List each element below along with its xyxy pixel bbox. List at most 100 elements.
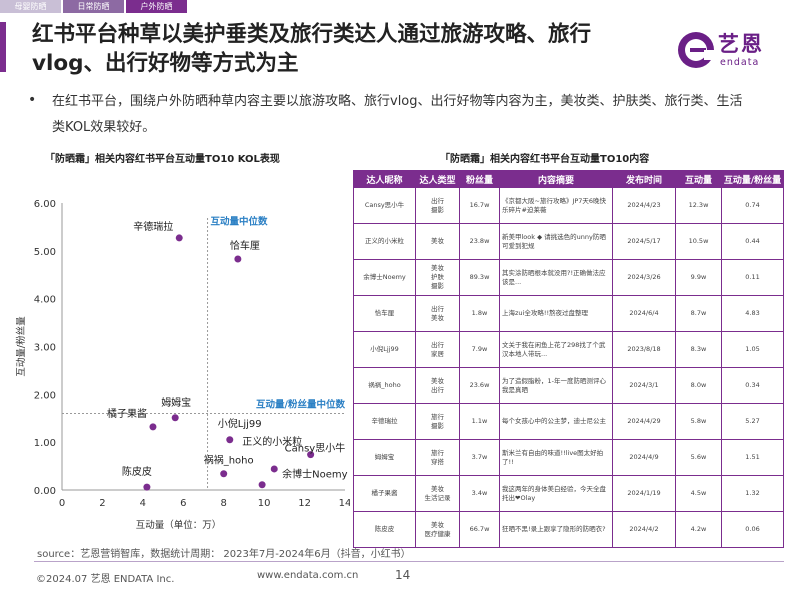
- y-tick-label: 3.00: [34, 343, 56, 354]
- table-cell: 辛德瑞拉: [353, 403, 416, 440]
- table-cell: 旅行 穿搭: [415, 439, 460, 476]
- point-label: 姆姆宝: [161, 396, 191, 409]
- table-cell: 2024/1/19: [612, 475, 676, 512]
- tab-daily-sunscreen[interactable]: 日常防晒: [63, 0, 124, 13]
- point-label: 恰车厘: [230, 239, 260, 252]
- x-axis-title: 互动量（单位：万）: [136, 519, 222, 531]
- tab-outdoor-sunscreen[interactable]: 户外防晒: [126, 0, 187, 13]
- table-cell: 其实涂防晒根本就没用?!正确做法应该是...: [499, 259, 613, 296]
- y-tick-label: 2.00: [34, 390, 56, 401]
- point-label: 橘子果酱: [107, 407, 147, 420]
- scatter-chart-title: 「防晒霜」相关内容红书平台互动量TO10 KOL表现: [45, 154, 280, 165]
- table-cell: 陈皮皮: [353, 511, 416, 548]
- page-number: 14: [395, 568, 411, 582]
- table-cell: 新美甲look ◆ 请挑选色的unny防晒可爱到犯规: [499, 223, 613, 260]
- x-tick-label: 8: [221, 498, 227, 509]
- x-tick-label: 0: [59, 498, 65, 509]
- y-tick-label: 6.00: [34, 199, 56, 210]
- logo-en-text: endata: [720, 57, 760, 68]
- table-cell: 美妆 出行: [415, 367, 460, 404]
- y-axis-title: 互动量/粉丝量: [15, 316, 27, 377]
- table-cell: 余博士Noemy: [353, 259, 416, 296]
- logo-mark-icon: [678, 32, 716, 68]
- x-tick-label: 12: [298, 498, 311, 509]
- footer-url[interactable]: www.endata.com.cn: [257, 570, 359, 581]
- table-cell: 8.3w: [675, 331, 722, 368]
- point-label: Cansy思小牛: [285, 442, 346, 455]
- table-cell: 2024/4/23: [612, 187, 676, 224]
- table-cell: 姆姆宝: [353, 439, 416, 476]
- point-label: 小倪Ljj99: [218, 418, 262, 430]
- table-row: 余博士Noemy 美妆 护肤 摄影 89.3w 其实涂防晒根本就没用?!正确做法应该是..…: [353, 259, 784, 296]
- table-cell: 66.7w: [459, 511, 500, 548]
- table-cell: 5.27: [721, 403, 784, 440]
- table-cell: 2024/3/1: [612, 367, 676, 404]
- table-header-cell: 内容摘要: [499, 170, 613, 188]
- table-cell: 0.44: [721, 223, 784, 260]
- table-cell: 0.34: [721, 367, 784, 404]
- table-cell: 美妆: [415, 223, 460, 260]
- table-cell: 2024/3/26: [612, 259, 676, 296]
- table-cell: 5.6w: [675, 439, 722, 476]
- table-row: 恰车厘 出行 美妆 1.8w 上海zui全攻略!!熬夜过盘整理 2024/6/4 8.7w 4…: [353, 295, 784, 332]
- table-cell: 《京都大阪~旅行攻略》JP7天6晚快乐碎片#迫莱薇: [499, 187, 613, 224]
- table-cell: 10.5w: [675, 223, 722, 260]
- table-cell: 89.3w: [459, 259, 500, 296]
- table-cell: 美妆 生活记录: [415, 475, 460, 512]
- scatter-point: [143, 483, 151, 491]
- table-cell: 23.6w: [459, 367, 500, 404]
- x-tick-label: 4: [140, 498, 146, 509]
- point-label: 祸祸_hoho: [204, 454, 254, 467]
- table-cell: 出行 美妆: [415, 295, 460, 332]
- summary-text: 在红书平台，围绕户外防晒种草内容主要以旅游攻略、旅行vlog、出行好物等内容为主…: [52, 94, 743, 135]
- table-cell: 4.2w: [675, 511, 722, 548]
- logo-cn-text: 艺恩: [718, 32, 764, 56]
- top-tabs: 母婴防晒 日常防晒 户外防晒: [0, 0, 189, 13]
- table-cell: 7.9w: [459, 331, 500, 368]
- table-cell: 2024/4/9: [612, 439, 676, 476]
- table-cell: 2024/6/4: [612, 295, 676, 332]
- table-cell: 1.8w: [459, 295, 500, 332]
- point-label: 正义的小米粒: [242, 435, 302, 448]
- footer-copyright: ©2024.07 艺恩 ENDATA Inc.: [36, 574, 175, 585]
- scatter-point: [220, 470, 228, 478]
- table-cell: 4.83: [721, 295, 784, 332]
- table-cell: 正义的小米粒: [353, 223, 416, 260]
- table-cell: 23.8w: [459, 223, 500, 260]
- table-header-cell: 达人昵称: [353, 170, 416, 188]
- table-cell: 2024/4/29: [612, 403, 676, 440]
- table-cell: 1.1w: [459, 403, 500, 440]
- kol-table: 达人昵称 达人类型 粉丝量 内容摘要 发布时间 互动量 互动量/粉丝量 Cansy思小牛 出行…: [353, 170, 784, 548]
- table-cell: 出行 摄影: [415, 187, 460, 224]
- table-row: 橘子果酱 美妆 生活记录 3.4w 我这两年的身体美白经验，今天全盘托出❤Olay 202…: [353, 475, 784, 512]
- table-cell: 0.06: [721, 511, 784, 548]
- table-header-cell: 粉丝量: [459, 170, 500, 188]
- scatter-point: [234, 255, 242, 263]
- table-cell: 1.51: [721, 439, 784, 476]
- table-cell: 2024/4/2: [612, 511, 676, 548]
- tab-baby-sunscreen[interactable]: 母婴防晒: [0, 0, 61, 13]
- table-cell: 恰车厘: [353, 295, 416, 332]
- y-tick-label: 1.00: [34, 438, 56, 449]
- table-row: 陈皮皮 美妆 医疗健康 66.7w 狂晒不黑!录上跟享了隐形的防晒衣? 2024/4/2 4…: [353, 511, 784, 548]
- table-header-row: 达人昵称 达人类型 粉丝量 内容摘要 发布时间 互动量 互动量/粉丝量: [353, 170, 784, 188]
- x-tick-label: 2: [99, 498, 105, 509]
- table-cell: 16.7w: [459, 187, 500, 224]
- table-row: 正义的小米粒 美妆 23.8w 新美甲look ◆ 请挑选色的unny防晒可爱到犯规 2…: [353, 223, 784, 260]
- table-cell: 每个女孩心中的公主梦，迪士尼公主: [499, 403, 613, 440]
- point-label: 陈皮皮: [122, 465, 152, 478]
- x-tick-label: 10: [258, 498, 271, 509]
- scatter-point: [171, 414, 179, 422]
- source-note: source：艺恩营销智库，数据统计周期： 2023年7月-2024年6月（抖音…: [37, 549, 411, 560]
- table-cell: 旅行 摄影: [415, 403, 460, 440]
- endata-logo: 艺恩 endata: [674, 28, 786, 74]
- table-cell: Cansy思小牛: [353, 187, 416, 224]
- table-row: 辛德瑞拉 旅行 摄影 1.1w 每个女孩心中的公主梦，迪士尼公主 2024/4/29 5.8…: [353, 403, 784, 440]
- scatter-point: [226, 436, 234, 444]
- title-accent-bar: [0, 22, 6, 72]
- x-tick-label: 6: [180, 498, 186, 509]
- table-row: Cansy思小牛 出行 摄影 16.7w 《京都大阪~旅行攻略》JP7天6晚快乐碎片#迫…: [353, 187, 784, 224]
- median-y-label: 互动量/粉丝量中位数: [256, 398, 345, 410]
- table-row: 小倪Ljj99 出行 家居 7.9w 文关于我在闲鱼上花了298找了个武汉本地人带玩..…: [353, 331, 784, 368]
- y-tick-label: 5.00: [34, 247, 56, 258]
